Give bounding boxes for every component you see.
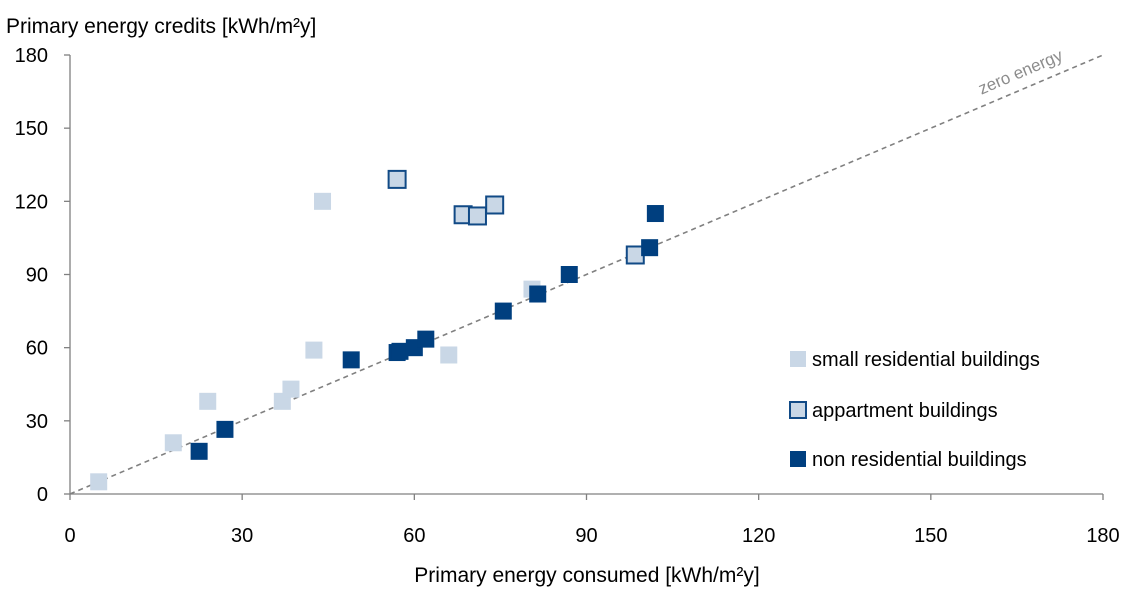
data-point-series-3	[641, 239, 659, 257]
y-tick-label: 30	[26, 411, 48, 433]
zero-energy-label: zero energy	[975, 46, 1066, 99]
x-tick-label: 150	[914, 525, 947, 547]
data-point-series-1	[164, 434, 182, 452]
data-point-series-1	[440, 346, 458, 364]
data-point-series-2	[467, 206, 487, 226]
x-tick-label: 180	[1086, 525, 1119, 547]
y-tick-label: 180	[15, 45, 48, 67]
y-tick-label: 60	[26, 338, 48, 360]
x-tick-label: 90	[575, 525, 597, 547]
data-point-series-1	[282, 380, 300, 398]
data-point-series-3	[216, 420, 234, 438]
zero-energy-line	[69, 54, 1104, 495]
x-tick-label: 0	[64, 525, 75, 547]
legend-marker-3	[790, 451, 806, 467]
legend-marker-2	[789, 401, 807, 419]
data-point-series-1	[305, 341, 323, 359]
data-point-series-1	[90, 473, 108, 491]
data-point-series-3	[529, 285, 547, 303]
data-point-series-1	[314, 192, 332, 210]
data-points	[90, 169, 664, 491]
y-tick-label: 120	[15, 191, 48, 213]
data-point-series-2	[485, 195, 505, 215]
legend-marker-1	[790, 351, 806, 367]
data-point-series-3	[494, 302, 512, 320]
data-point-series-3	[417, 330, 435, 348]
y-axis-title: Primary energy credits [kWh/m²y]	[6, 15, 316, 38]
axes: 0 30 60 90 120 150 180 0 30 60 90 120 150 180	[15, 45, 1120, 547]
x-axis-title: Primary energy consumed [kWh/m²y]	[414, 564, 759, 587]
legend-label-2: appartment buildings	[812, 400, 998, 422]
data-point-series-2	[387, 169, 407, 189]
data-point-series-3	[342, 351, 360, 369]
x-tick-label: 30	[231, 525, 253, 547]
data-point-series-3	[391, 342, 409, 360]
x-tick-label: 120	[742, 525, 775, 547]
y-tick-label: 0	[37, 484, 48, 506]
legend-label-3: non residential buildings	[812, 449, 1027, 471]
legend: small residential buildings appartment bu…	[789, 349, 1040, 471]
y-tick-label: 150	[15, 118, 48, 140]
y-tick-label: 90	[26, 265, 48, 287]
data-point-series-3	[646, 205, 664, 223]
data-point-series-3	[560, 266, 578, 283]
legend-label-1: small residential buildings	[812, 349, 1040, 371]
x-tick-label: 60	[403, 525, 425, 547]
data-point-series-1	[199, 392, 217, 410]
data-point-series-3	[190, 442, 208, 460]
